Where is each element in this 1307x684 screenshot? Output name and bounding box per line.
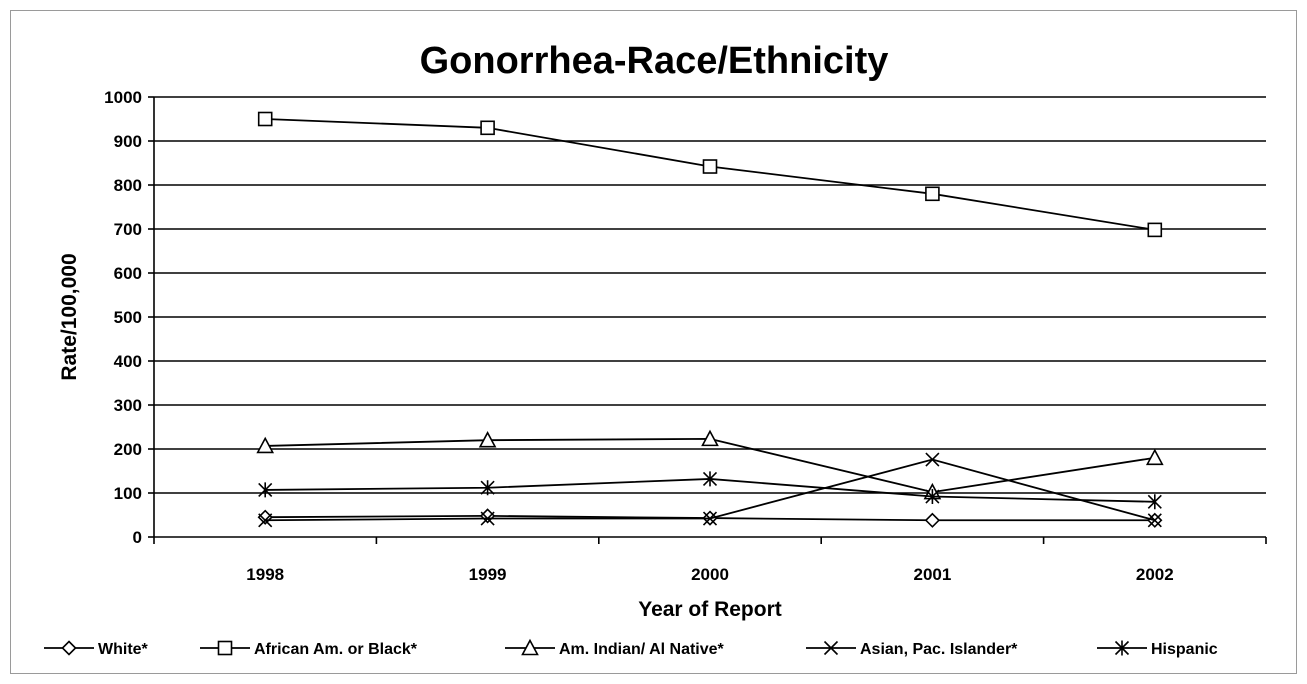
legend-marker	[1114, 640, 1130, 656]
legend-item: White*	[44, 640, 149, 658]
legend-label: Asian, Pac. Islander*	[860, 641, 1018, 658]
legend-marker	[61, 640, 77, 656]
x-tick-label: 1999	[469, 565, 507, 584]
y-tick-label: 0	[133, 528, 142, 547]
legend-label: African Am. or Black*	[254, 641, 418, 658]
data-point	[1147, 494, 1162, 510]
data-point	[258, 482, 273, 498]
x-axis-label: Year of Report	[638, 598, 782, 621]
legend-marker	[823, 640, 839, 656]
y-tick-label: 100	[114, 484, 142, 503]
data-point	[256, 436, 275, 454]
y-axis-label: Rate/100,000	[58, 253, 81, 380]
gridlines	[154, 96, 1266, 494]
data-point	[257, 111, 273, 127]
legend-label: Am. Indian/ Al Native*	[559, 641, 725, 658]
legend-label: White*	[98, 641, 149, 658]
x-axis-ticks: 1998 1999 2000 2001 2002	[153, 537, 1267, 584]
series-3	[258, 452, 1162, 528]
data-point	[1147, 222, 1163, 238]
data-point	[1145, 448, 1164, 466]
data-point	[925, 489, 940, 505]
y-tick-label: 1000	[104, 88, 142, 107]
y-tick-label: 500	[114, 308, 142, 327]
y-tick-label: 600	[114, 264, 142, 283]
y-tick-label: 700	[114, 220, 142, 239]
data-point	[925, 452, 940, 467]
data-point	[924, 512, 941, 528]
data-point	[1147, 513, 1162, 528]
series-group	[256, 111, 1164, 528]
legend-marker	[217, 640, 233, 656]
y-tick-label: 200	[114, 440, 142, 459]
legend-item: Am. Indian/ Al Native*	[505, 638, 725, 658]
x-tick-label: 2002	[1136, 565, 1174, 584]
legend-item: Asian, Pac. Islander*	[806, 640, 1018, 658]
data-point	[702, 471, 718, 487]
data-point	[478, 431, 497, 448]
data-point	[701, 429, 719, 447]
x-tick-label: 2001	[913, 565, 951, 584]
data-point	[925, 186, 940, 202]
chart-title: Gonorrhea-Race/Ethnicity	[420, 40, 889, 82]
data-point	[480, 480, 495, 496]
series-line	[265, 118, 1155, 231]
y-tick-label: 900	[114, 132, 142, 151]
series-4	[258, 471, 1162, 510]
data-point	[479, 508, 496, 524]
y-tick-label: 800	[114, 176, 142, 195]
series-1	[257, 111, 1163, 238]
data-point	[480, 120, 495, 136]
y-axis-ticks: 0 100 200 300 400 500 600 700 800 900 1000	[104, 88, 154, 547]
data-point	[702, 511, 718, 526]
legend-item: Hispanic	[1097, 640, 1218, 658]
data-point	[480, 511, 495, 526]
legend-marker	[521, 638, 539, 656]
x-tick-label: 2000	[691, 565, 729, 584]
data-point	[702, 159, 718, 174]
legend: White* African Am. or Black* Am. Indian/ A…	[44, 638, 1218, 658]
data-point	[257, 509, 273, 525]
data-point	[258, 513, 273, 528]
y-tick-label: 300	[114, 396, 142, 415]
chart-frame	[10, 10, 1297, 674]
y-tick-label: 400	[114, 352, 142, 371]
x-tick-label: 1998	[246, 565, 284, 584]
legend-label: Hispanic	[1151, 641, 1218, 658]
legend-item: African Am. or Black*	[200, 640, 418, 658]
